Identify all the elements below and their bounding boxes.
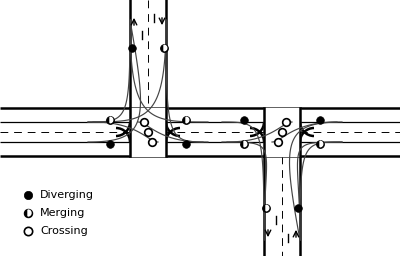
Polygon shape [164, 45, 167, 51]
Polygon shape [266, 205, 269, 211]
Polygon shape [320, 141, 323, 147]
Text: Diverging: Diverging [40, 190, 94, 200]
Polygon shape [186, 117, 189, 123]
Polygon shape [244, 141, 247, 147]
Polygon shape [28, 210, 31, 216]
Text: Merging: Merging [40, 208, 85, 218]
Text: Crossing: Crossing [40, 226, 88, 236]
Polygon shape [110, 117, 113, 123]
